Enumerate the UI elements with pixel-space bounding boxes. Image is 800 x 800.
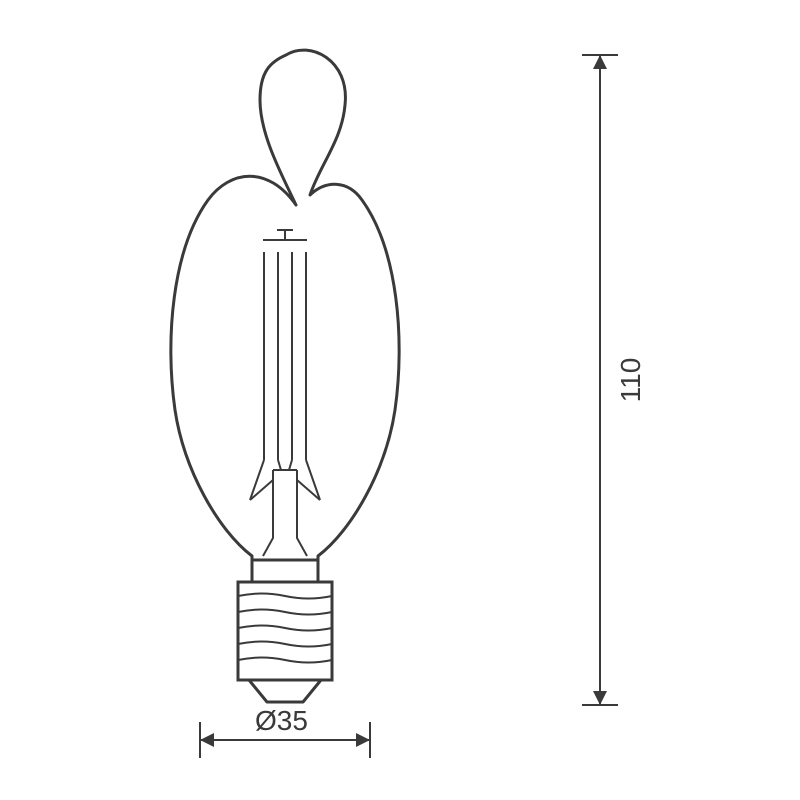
arrowhead-icon <box>593 55 607 69</box>
height-label: 110 <box>615 358 646 403</box>
arrowhead-icon <box>356 733 370 747</box>
filament-group <box>250 230 320 556</box>
bulb-outline <box>171 50 399 560</box>
width-label: Ø35 <box>255 705 308 736</box>
bulb-neck <box>252 560 318 582</box>
thread-line <box>238 658 332 663</box>
arrowhead-icon <box>200 733 214 747</box>
thread-line <box>238 594 332 599</box>
arrowhead-icon <box>593 691 607 705</box>
thread-line <box>238 610 332 615</box>
dimension-diagram: 110 Ø35 <box>0 0 800 800</box>
base-tip <box>249 680 321 702</box>
thread-line <box>238 642 332 647</box>
thread-line <box>238 626 332 631</box>
